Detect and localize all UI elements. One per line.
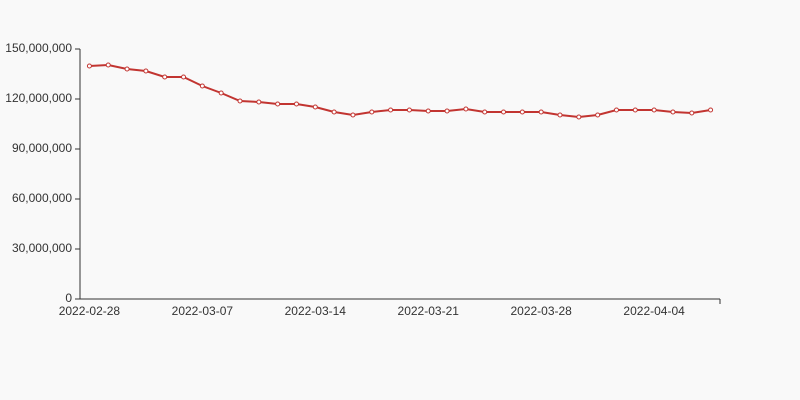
point <box>689 110 695 116</box>
point <box>670 109 676 115</box>
point <box>651 107 657 113</box>
point <box>632 107 638 113</box>
point <box>595 112 601 118</box>
x-tick-label: 2022-02-28 <box>59 304 121 318</box>
x-tick-label: 2022-03-07 <box>172 304 234 318</box>
point <box>86 63 92 69</box>
x-tick-label: 2022-03-14 <box>285 304 347 318</box>
line <box>89 63 711 119</box>
point <box>519 109 525 115</box>
point <box>708 107 714 113</box>
point <box>105 62 111 68</box>
point <box>293 101 299 107</box>
point <box>369 109 375 115</box>
point <box>482 109 488 115</box>
point <box>124 66 130 72</box>
point <box>406 107 412 113</box>
point <box>218 90 224 96</box>
y-tick-label: 60,000,000 <box>12 191 72 205</box>
point <box>463 106 469 112</box>
point <box>199 83 205 89</box>
y-tick-label: 150,000,000 <box>5 41 72 55</box>
y-tick-label: 0 <box>65 291 72 305</box>
point <box>162 74 168 80</box>
x-tick-label: 2022-03-28 <box>510 304 572 318</box>
point <box>237 98 243 104</box>
x-tick-label: 2022-03-21 <box>398 304 460 318</box>
y-tick-label: 90,000,000 <box>12 141 72 155</box>
point <box>388 107 394 113</box>
point <box>557 112 563 118</box>
point <box>143 68 149 74</box>
point <box>576 114 582 120</box>
point <box>275 101 281 107</box>
y-tick-label: 120,000,000 <box>5 91 72 105</box>
x-tick-label: 2022-04-04 <box>623 304 685 318</box>
point <box>501 109 507 115</box>
point <box>331 109 337 115</box>
point <box>350 112 356 118</box>
point <box>613 107 619 113</box>
point <box>444 108 450 114</box>
point <box>181 74 187 80</box>
y-tick-label: 30,000,000 <box>12 241 72 255</box>
point <box>538 109 544 115</box>
point <box>256 99 262 105</box>
point <box>425 108 431 114</box>
point <box>312 104 318 110</box>
